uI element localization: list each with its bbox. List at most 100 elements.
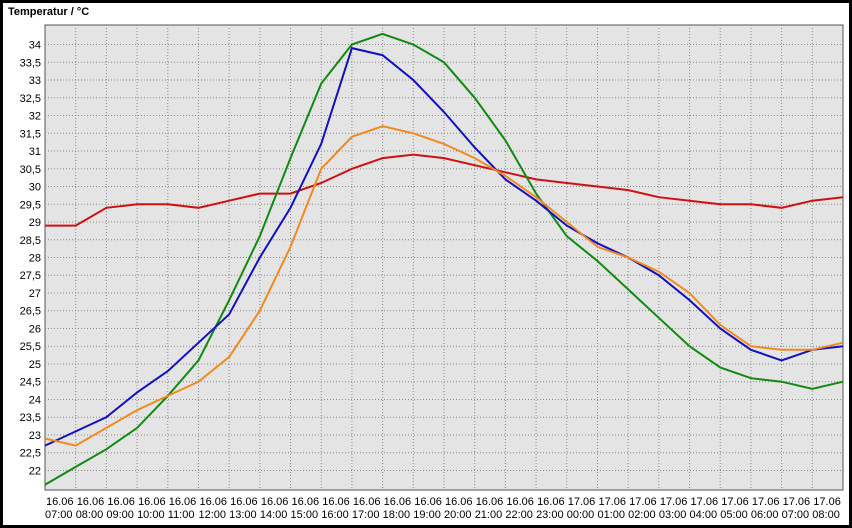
x-tick-time: 12:00 [198, 509, 226, 521]
x-tick-date: 17.06 [721, 496, 749, 508]
x-tick-date: 16.06 [292, 496, 320, 508]
x-tick-time: 01:00 [597, 509, 625, 521]
x-tick-label: 17.06 01:00 [597, 496, 626, 521]
series-line [44, 32, 844, 486]
x-tick-time: 17:00 [352, 509, 380, 521]
x-tick-label: 16.06 13:00 [229, 496, 258, 521]
x-tick-label: 16.06 11:00 [168, 496, 197, 521]
y-tick-label: 22 [29, 465, 41, 477]
x-tick-time: 21:00 [475, 509, 503, 521]
x-tick-label: 16.06 15:00 [291, 496, 320, 521]
y-tick-label: 33,5 [20, 57, 41, 69]
x-tick-label: 17.06 03:00 [659, 496, 688, 521]
y-tick-label: 24 [29, 394, 41, 406]
y-tick-label: 25 [29, 359, 41, 371]
x-tick-date: 16.06 [107, 496, 135, 508]
x-tick-label: 17.06 04:00 [690, 496, 719, 521]
y-tick-label: 30,5 [20, 164, 41, 176]
x-tick-label: 16.06 17:00 [352, 496, 381, 521]
x-tick-date: 16.06 [537, 496, 565, 508]
x-tick-label: 17.06 08:00 [812, 496, 841, 521]
x-tick-date: 17.06 [629, 496, 657, 508]
x-tick-time: 18:00 [383, 509, 411, 521]
y-tick-label: 34 [29, 40, 41, 52]
x-tick-label: 16.06 10:00 [137, 496, 166, 521]
x-tick-label: 16.06 07:00 [45, 496, 74, 521]
x-tick-date: 17.06 [752, 496, 780, 508]
x-tick-label: 17.06 07:00 [782, 496, 811, 521]
x-tick-date: 17.06 [660, 496, 688, 508]
x-tick-time: 04:00 [690, 509, 718, 521]
x-tick-time: 19:00 [413, 509, 441, 521]
x-tick-label: 16.06 21:00 [475, 496, 504, 521]
x-tick-date: 16.06 [199, 496, 227, 508]
x-tick-date: 16.06 [322, 496, 350, 508]
x-tick-label: 17.06 02:00 [628, 496, 657, 521]
x-tick-date: 16.06 [230, 496, 258, 508]
x-tick-date: 16.06 [384, 496, 412, 508]
x-tick-label: 17.06 05:00 [720, 496, 749, 521]
x-tick-time: 00:00 [567, 509, 595, 521]
y-tick-label: 26 [29, 323, 41, 335]
x-tick-date: 16.06 [476, 496, 504, 508]
x-tick-date: 16.06 [138, 496, 166, 508]
y-tick-label: 28,5 [20, 235, 41, 247]
x-tick-time: 05:00 [720, 509, 748, 521]
x-tick-time: 09:00 [106, 509, 134, 521]
x-tick-date: 16.06 [261, 496, 289, 508]
x-tick-time: 02:00 [628, 509, 656, 521]
x-tick-label: 17.06 00:00 [567, 496, 596, 521]
y-tick-label: 31,5 [20, 128, 41, 140]
x-tick-label: 16.06 18:00 [383, 496, 412, 521]
x-tick-date: 16.06 [46, 496, 74, 508]
y-tick-label: 24,5 [20, 377, 41, 389]
x-tick-date: 16.06 [77, 496, 105, 508]
y-tick-label: 30 [29, 182, 41, 194]
x-tick-label: 16.06 08:00 [76, 496, 105, 521]
x-tick-label: 16.06 09:00 [106, 496, 135, 521]
series-line [45, 153, 844, 227]
x-tick-time: 20:00 [444, 509, 472, 521]
x-tick-label: 16.06 12:00 [198, 496, 227, 521]
x-tick-time: 10:00 [137, 509, 165, 521]
x-tick-date: 17.06 [691, 496, 719, 508]
x-tick-time: 08:00 [812, 509, 840, 521]
x-tick-time: 07:00 [45, 509, 73, 521]
x-tick-date: 17.06 [568, 496, 596, 508]
x-tick-time: 11:00 [168, 509, 195, 521]
x-tick-date: 17.06 [813, 496, 841, 508]
x-tick-time: 23:00 [536, 509, 564, 521]
x-tick-label: 16.06 20:00 [444, 496, 473, 521]
y-tick-label: 32 [29, 111, 41, 123]
x-tick-date: 17.06 [783, 496, 811, 508]
x-tick-label: 17.06 06:00 [751, 496, 780, 521]
y-tick-label: 31 [29, 146, 41, 158]
x-tick-date: 16.06 [353, 496, 381, 508]
chart-title: Temperatur / °C [8, 6, 89, 18]
x-tick-time: 16:00 [321, 509, 349, 521]
series-line [44, 125, 844, 447]
x-tick-date: 16.06 [414, 496, 442, 508]
x-tick-time: 13:00 [229, 509, 257, 521]
series-line [44, 46, 844, 447]
x-tick-date: 17.06 [598, 496, 626, 508]
y-tick-label: 26,5 [20, 306, 41, 318]
y-tick-label: 29,5 [20, 199, 41, 211]
x-tick-time: 14:00 [260, 509, 288, 521]
x-tick-label: 16.06 14:00 [260, 496, 289, 521]
x-tick-label: 16.06 23:00 [536, 496, 565, 521]
x-tick-time: 22:00 [505, 509, 533, 521]
y-tick-label: 23,5 [20, 412, 41, 424]
y-tick-label: 33 [29, 75, 41, 87]
y-tick-label: 27 [29, 288, 41, 300]
x-tick-label: 16.06 19:00 [413, 496, 442, 521]
y-tick-label: 28 [29, 253, 41, 265]
y-tick-label: 29 [29, 217, 41, 229]
y-tick-label: 22,5 [20, 448, 41, 460]
y-tick-label: 25,5 [20, 341, 41, 353]
x-tick-date: 16.06 [169, 496, 197, 508]
x-tick-time: 03:00 [659, 509, 687, 521]
x-tick-date: 16.06 [445, 496, 473, 508]
y-tick-label: 27,5 [20, 270, 41, 282]
